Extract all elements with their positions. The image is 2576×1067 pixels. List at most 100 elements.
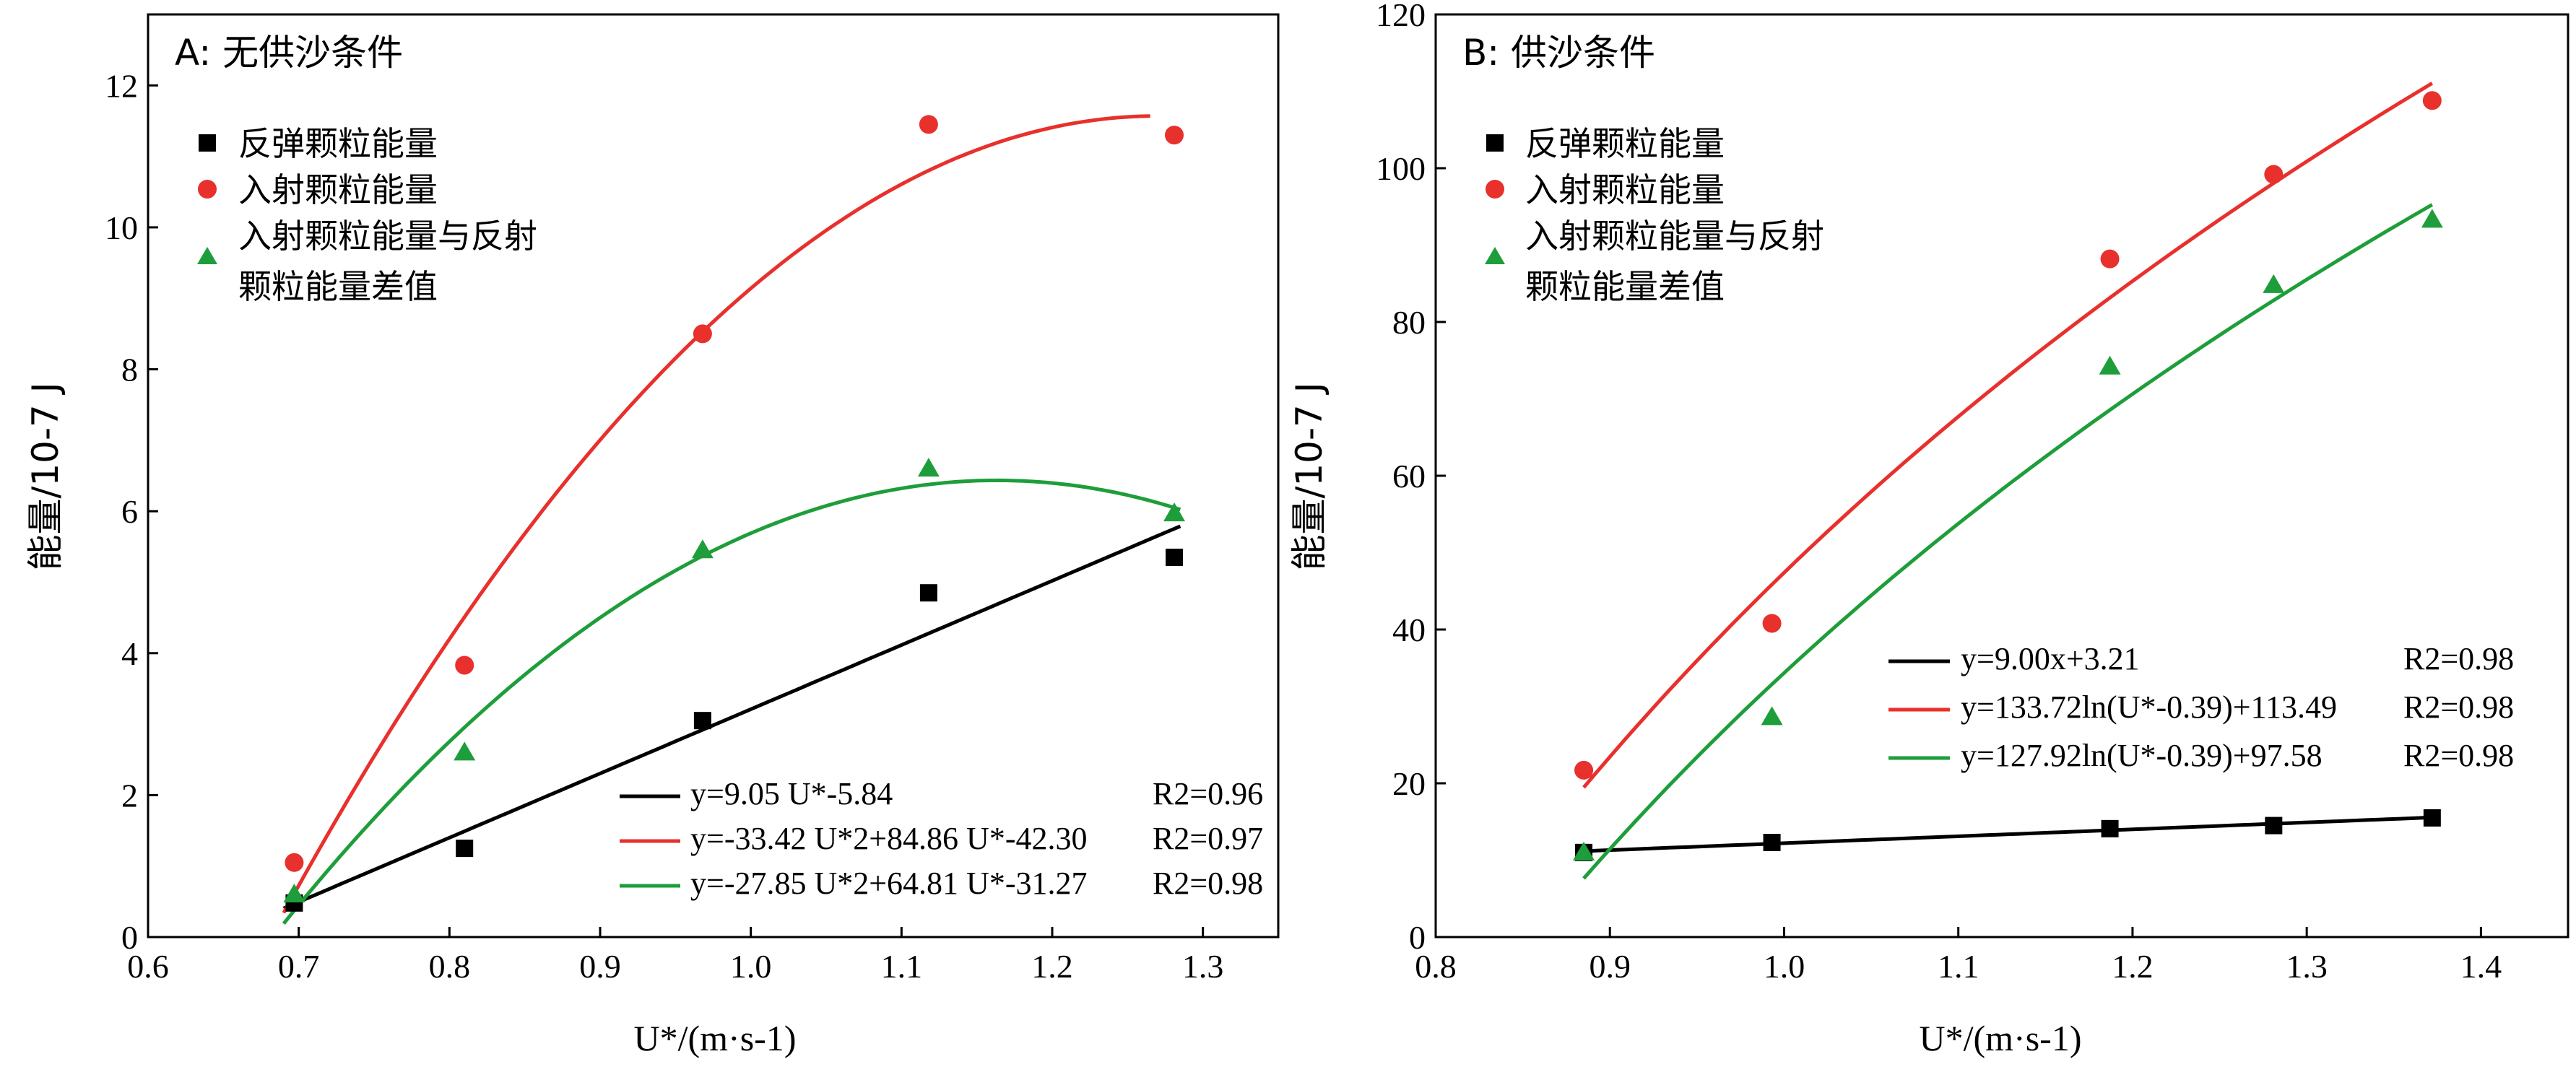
legend-a-square-label: 反弹颗粒能量	[238, 124, 438, 163]
legend-b-triangle-marker	[1485, 247, 1505, 264]
x-tick-label: 0.7	[278, 948, 320, 985]
x-tick-label: 1.4	[2460, 948, 2502, 985]
data-point-triangle	[454, 741, 476, 761]
legend-a-triangle-label-2: 颗粒能量差值	[238, 267, 438, 306]
fit-b-black-r2: R2=0.98	[2403, 641, 2514, 676]
data-point-circle	[2264, 165, 2284, 184]
fit-b-black-equation: y=9.00x+3.21	[1961, 641, 2140, 676]
data-point-circle	[1165, 126, 1184, 145]
fit-a-red-equation: y=-33.42 U*2+84.86 U*-42.30	[690, 821, 1087, 856]
panel-a-title: A: 无供沙条件	[175, 32, 403, 74]
panel-a-legend: 反弹颗粒能量 入射颗粒能量 入射颗粒能量与反射 颗粒能量差值	[197, 124, 537, 306]
fit-curve-red	[1582, 82, 2434, 789]
panel-b-legend: 反弹颗粒能量 入射颗粒能量 入射颗粒能量与反射 颗粒能量差值	[1485, 124, 1824, 306]
data-point-circle	[455, 656, 474, 675]
panel-a-frame	[147, 13, 1280, 938]
y-tick-label: 40	[1392, 611, 1426, 648]
x-tick-label: 1.3	[1182, 948, 1224, 985]
panel-a: 0.6 0.7 0.8 0.9 1.0 1.1 1.2 1.3 0 2 4 6 8 10 12 A: 无供沙…	[25, 13, 1280, 1058]
data-point-triangle	[691, 539, 714, 559]
fit-a-green-r2: R2=0.98	[1153, 866, 1263, 901]
x-tick-label: 1.2	[1031, 948, 1073, 985]
fit-a-red-r2: R2=0.97	[1153, 821, 1263, 856]
panel-a-y-axis-label: 能量/10-7 J	[25, 383, 66, 571]
data-point-square	[693, 712, 711, 730]
legend-b-circle-marker	[1486, 180, 1504, 199]
y-tick-label: 120	[1376, 0, 1426, 33]
fit-b-red-r2: R2=0.98	[2403, 689, 2514, 725]
legend-b-triangle-label-2: 颗粒能量差值	[1525, 267, 1725, 306]
legend-a-circle-marker	[198, 180, 217, 199]
fit-a-black-equation: y=9.05 U*-5.84	[690, 776, 893, 811]
x-tick-label: 0.9	[579, 948, 621, 985]
x-tick-label: 1.1	[881, 948, 923, 985]
y-tick-label: 0	[121, 919, 138, 956]
x-tick-label: 1.2	[2112, 948, 2154, 985]
y-tick-label: 4	[121, 635, 138, 672]
fit-curve-green	[1582, 203, 2434, 880]
fit-curve-black	[1583, 815, 2432, 853]
legend-a-triangle-label-1: 入射颗粒能量与反射	[238, 217, 537, 256]
y-tick-label: 12	[105, 67, 138, 104]
data-point-circle	[1574, 760, 1594, 780]
fit-curve-red	[282, 114, 1150, 914]
panel-a-x-axis-label: U*/(m·s-1)	[634, 1018, 797, 1058]
data-point-triangle	[1761, 706, 1783, 726]
data-point-square	[1763, 834, 1781, 852]
legend-b-triangle-label-1: 入射颗粒能量与反射	[1525, 217, 1824, 256]
x-tick-label: 0.6	[127, 948, 169, 985]
data-point-triangle	[1573, 841, 1595, 861]
legend-b-square-marker	[1486, 134, 1504, 152]
legend-b-circle-label: 入射颗粒能量	[1525, 170, 1725, 209]
data-point-triangle	[2099, 355, 2121, 375]
x-tick-label: 1.0	[730, 948, 772, 985]
panel-b-title: B: 供沙条件	[1462, 32, 1655, 74]
data-point-triangle	[2421, 209, 2443, 228]
data-point-circle	[1762, 614, 1782, 633]
x-tick-label: 0.8	[429, 948, 471, 985]
data-point-square	[456, 840, 474, 858]
y-tick-label: 6	[121, 493, 138, 530]
data-point-circle	[919, 115, 938, 134]
panel-a-fit-legend: y=9.05 U*-5.84 R2=0.96 y=-33.42 U*2+84.8…	[620, 776, 1263, 901]
data-point-triangle	[2263, 274, 2285, 293]
y-tick-label: 2	[121, 777, 138, 814]
y-tick-label: 100	[1376, 150, 1426, 187]
panel-b-y-axis-label: 能量/10-7 J	[1288, 383, 1330, 571]
y-tick-label: 20	[1392, 765, 1426, 802]
panel-b: 0.8 0.9 1.0 1.1 1.2 1.3 1.4 0 20 40 60 80 100 120 B: …	[1288, 0, 2570, 1058]
y-tick-label: 8	[121, 352, 138, 388]
fit-b-red-equation: y=133.72ln(U*-0.39)+113.49	[1961, 689, 2337, 725]
fit-b-green-equation: y=127.92ln(U*-0.39)+97.58	[1961, 738, 2323, 773]
legend-a-circle-label: 入射颗粒能量	[238, 170, 438, 209]
data-point-circle	[2100, 249, 2120, 269]
y-tick-label: 0	[1409, 919, 1426, 956]
panel-b-x-axis-label: U*/(m·s-1)	[1920, 1018, 2082, 1058]
fit-b-green-r2: R2=0.98	[2403, 738, 2514, 773]
y-tick-label: 60	[1392, 458, 1426, 495]
data-point-circle	[2422, 91, 2442, 110]
data-point-triangle	[1163, 502, 1186, 522]
data-point-square	[2101, 819, 2119, 837]
x-tick-label: 1.0	[1764, 948, 1805, 985]
data-point-square	[1166, 549, 1184, 567]
fit-curve-green	[282, 478, 1181, 925]
data-point-triangle	[283, 884, 305, 903]
data-point-circle	[285, 853, 304, 872]
legend-b-square-label: 反弹颗粒能量	[1525, 124, 1725, 163]
x-tick-label: 0.8	[1415, 948, 1457, 985]
data-point-square	[2265, 816, 2283, 835]
data-point-triangle	[917, 458, 940, 477]
x-tick-label: 1.3	[2286, 948, 2328, 985]
fit-a-green-equation: y=-27.85 U*2+64.81 U*-31.27	[690, 866, 1087, 901]
data-point-square	[919, 584, 937, 602]
fit-curve-black	[282, 524, 1181, 910]
x-tick-label: 0.9	[1589, 948, 1631, 985]
fit-a-black-r2: R2=0.96	[1153, 776, 1263, 811]
data-point-square	[2423, 809, 2441, 827]
y-tick-label: 10	[105, 209, 138, 246]
data-point-circle	[693, 324, 712, 344]
y-tick-label: 80	[1392, 304, 1426, 341]
legend-a-triangle-marker	[197, 247, 217, 264]
